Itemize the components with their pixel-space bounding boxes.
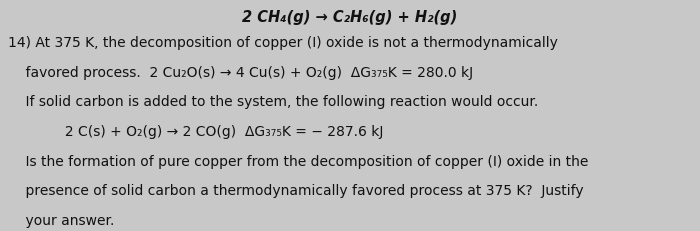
Text: your answer.: your answer. (8, 213, 115, 227)
Text: 14) At 375 K, the decomposition of copper (I) oxide is not a thermodynamically: 14) At 375 K, the decomposition of coppe… (8, 36, 559, 50)
Text: 2 CH₄(g) → C₂H₆(g) + H₂(g): 2 CH₄(g) → C₂H₆(g) + H₂(g) (242, 10, 458, 25)
Text: If solid carbon is added to the system, the following reaction would occur.: If solid carbon is added to the system, … (8, 95, 539, 109)
Text: presence of solid carbon a thermodynamically favored process at 375 K?  Justify: presence of solid carbon a thermodynamic… (8, 184, 584, 198)
Text: Is the formation of pure copper from the decomposition of copper (I) oxide in th: Is the formation of pure copper from the… (8, 154, 589, 168)
Text: 2 C(s) + O₂(g) → 2 CO(g)  ΔG₃₇₅K = − 287.6 kJ: 2 C(s) + O₂(g) → 2 CO(g) ΔG₃₇₅K = − 287.… (8, 125, 384, 138)
Text: favored process.  2 Cu₂O(s) → 4 Cu(s) + O₂(g)  ΔG₃₇₅K = 280.0 kJ: favored process. 2 Cu₂O(s) → 4 Cu(s) + O… (8, 65, 473, 79)
